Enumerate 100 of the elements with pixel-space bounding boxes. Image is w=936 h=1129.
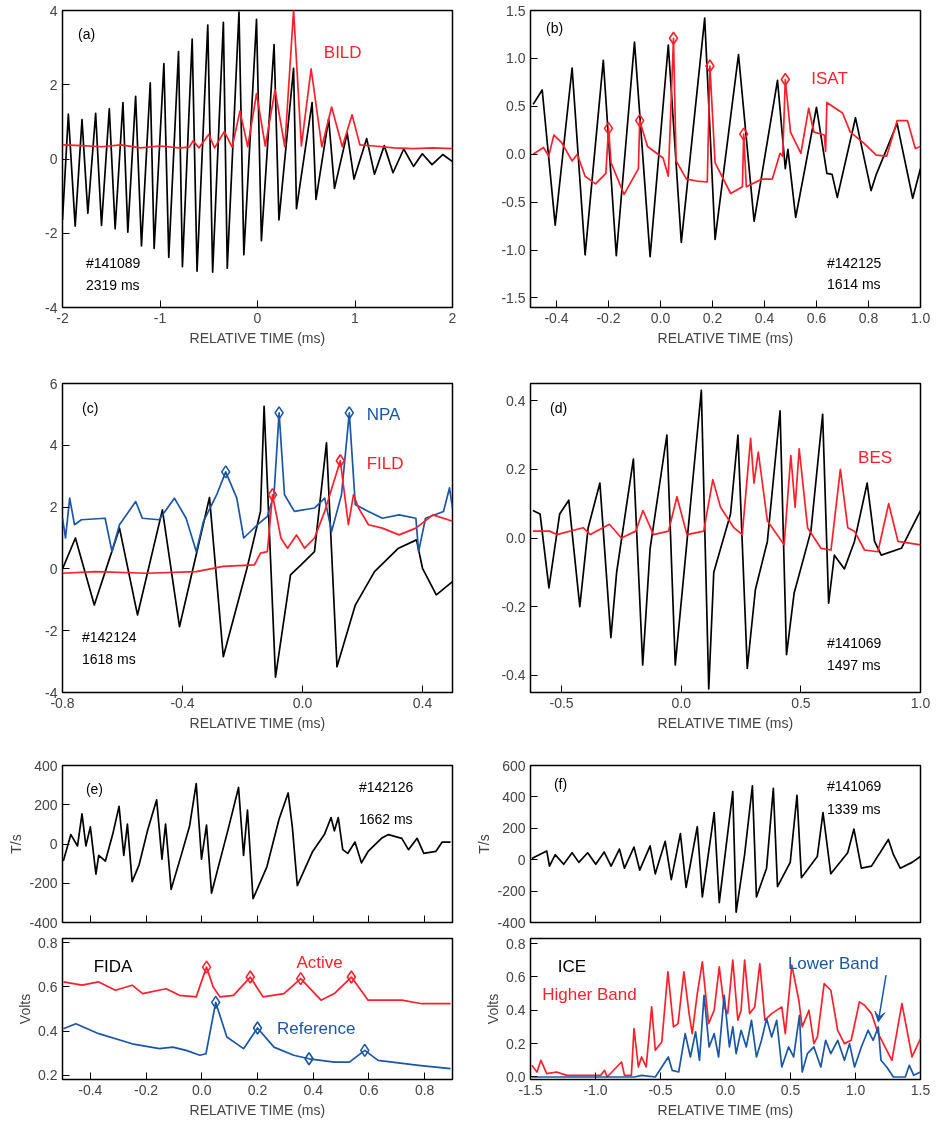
x-tick-label: 0.0 bbox=[192, 1081, 212, 1098]
x-tick-label: 0 bbox=[253, 309, 262, 326]
y-tick-label: -1.0 bbox=[501, 242, 526, 259]
annotation: (e) bbox=[85, 781, 104, 798]
x-tick-label: 0.4 bbox=[754, 309, 775, 326]
x-axis-title: RELATIVE TIME (ms) bbox=[657, 714, 794, 731]
y-tick-label: 4 bbox=[49, 437, 58, 454]
point bbox=[267, 487, 278, 502]
y-tick-label: -2 bbox=[45, 225, 58, 242]
y-axis-title: T/s bbox=[476, 834, 493, 854]
series-label: ISAT bbox=[811, 69, 848, 89]
series-label: BILD bbox=[323, 42, 362, 62]
y-tick-label: 400 bbox=[502, 788, 526, 805]
x-tick-label: 0.4 bbox=[303, 1081, 324, 1098]
annotation: #142124 bbox=[82, 628, 137, 645]
annotation: #142126 bbox=[358, 779, 414, 796]
x-tick-label: 0.8 bbox=[414, 1081, 435, 1098]
y-tick-label: 600 bbox=[502, 757, 526, 774]
y-tick-label: 0.8 bbox=[38, 934, 58, 951]
y-tick-label: 0.6 bbox=[38, 978, 58, 995]
annotation: 1614 ms bbox=[826, 275, 881, 292]
y-tick-label: 0.0 bbox=[506, 530, 526, 546]
y-tick-label: 200 bbox=[502, 820, 526, 837]
annotation: #142125 bbox=[826, 254, 882, 271]
annotation: #141069 bbox=[826, 635, 882, 652]
point bbox=[344, 406, 355, 420]
x-axis-title: RELATIVE TIME (ms) bbox=[189, 1101, 326, 1118]
y-tick-label: 2 bbox=[49, 499, 58, 516]
x-tick-label: -0.5 bbox=[549, 694, 574, 711]
y-tick-label: 0 bbox=[49, 151, 58, 167]
y-tick-label: 0.8 bbox=[506, 935, 526, 952]
annotation: (b) bbox=[546, 20, 564, 37]
point bbox=[780, 72, 791, 87]
y-axis-title: Volts bbox=[485, 993, 502, 1025]
y-tick-label: 0.0 bbox=[506, 146, 526, 163]
x-tick-label: -0.4 bbox=[544, 309, 569, 326]
x-tick-label: 0.4 bbox=[412, 694, 433, 711]
y-tick-label: 4 bbox=[49, 2, 58, 19]
y-tick-label: -400 bbox=[497, 914, 526, 931]
y-tick-label: 0.5 bbox=[506, 98, 526, 115]
x-tick-label: 0.8 bbox=[858, 309, 879, 326]
y-tick-label: 0.4 bbox=[38, 1023, 58, 1040]
series-label: NPA bbox=[366, 404, 402, 424]
y-tick-label: 0.2 bbox=[38, 1067, 58, 1084]
x-axis-title: RELATIVE TIME (ms) bbox=[189, 329, 326, 346]
x-tick-label: -1.0 bbox=[583, 1081, 608, 1098]
point bbox=[738, 127, 749, 141]
x-tick-label: 0.2 bbox=[702, 309, 723, 326]
x-tick-label: 1.5 bbox=[910, 1081, 931, 1098]
x-tick-label: 1 bbox=[351, 309, 360, 326]
x-tick-label: 1.0 bbox=[910, 309, 931, 326]
y-tick-label: 1.0 bbox=[506, 50, 526, 67]
y-tick-label: 0.2 bbox=[506, 1035, 526, 1052]
point bbox=[335, 453, 346, 468]
annotation: 2319 ms bbox=[85, 277, 140, 294]
y-tick-label: 0.6 bbox=[506, 968, 526, 985]
x-tick-label: 0.0 bbox=[671, 694, 692, 711]
x-tick-label: 0.0 bbox=[715, 1081, 736, 1098]
annotation: #141089 bbox=[85, 254, 141, 271]
x-tick-label: -0.2 bbox=[596, 309, 621, 326]
x-tick-label: 0.5 bbox=[780, 1081, 801, 1098]
point bbox=[603, 121, 614, 136]
y-tick-label: -400 bbox=[29, 914, 58, 931]
x-tick-label: 1.0 bbox=[845, 1081, 866, 1098]
line-series bbox=[62, 10, 453, 150]
series-label: Higher Band bbox=[542, 985, 637, 1005]
annotation: 1662 ms bbox=[358, 810, 413, 827]
point bbox=[295, 971, 306, 986]
line-series bbox=[532, 437, 921, 553]
y-tick-label: -4 bbox=[45, 299, 58, 316]
x-tick-label: 0.6 bbox=[359, 1081, 379, 1098]
x-tick-label: -1 bbox=[153, 309, 167, 326]
point bbox=[346, 970, 357, 984]
series-label: FILD bbox=[366, 454, 404, 474]
y-tick-label: -0.5 bbox=[501, 194, 526, 211]
x-axis-title: RELATIVE TIME (ms) bbox=[657, 329, 794, 346]
y-tick-label: 0 bbox=[49, 560, 58, 577]
annotation: FIDA bbox=[93, 957, 134, 977]
x-axis-title: RELATIVE TIME (ms) bbox=[189, 714, 326, 731]
point bbox=[274, 406, 284, 420]
annotation: Lower Band bbox=[787, 954, 879, 974]
y-tick-label: -200 bbox=[497, 883, 526, 900]
y-tick-label: 6 bbox=[49, 375, 58, 392]
y-tick-label: 0.4 bbox=[506, 1002, 526, 1019]
series-label: BES bbox=[858, 448, 893, 468]
x-tick-label: 0.2 bbox=[247, 1081, 268, 1098]
x-tick-label: 2 bbox=[448, 309, 457, 326]
point bbox=[220, 465, 231, 479]
y-tick-label: -1.5 bbox=[501, 289, 526, 306]
y-tick-label: -0.2 bbox=[501, 598, 526, 615]
x-tick-label: -0.4 bbox=[170, 694, 195, 711]
annotation: (c) bbox=[82, 400, 99, 417]
y-tick-label: -200 bbox=[29, 875, 58, 892]
point bbox=[252, 1021, 263, 1035]
annotation: 1497 ms bbox=[826, 656, 881, 673]
y-tick-label: 400 bbox=[34, 757, 58, 774]
x-tick-label: 1.0 bbox=[910, 694, 931, 711]
annotation: (a) bbox=[78, 26, 96, 43]
point bbox=[359, 1043, 370, 1058]
point bbox=[201, 960, 212, 974]
